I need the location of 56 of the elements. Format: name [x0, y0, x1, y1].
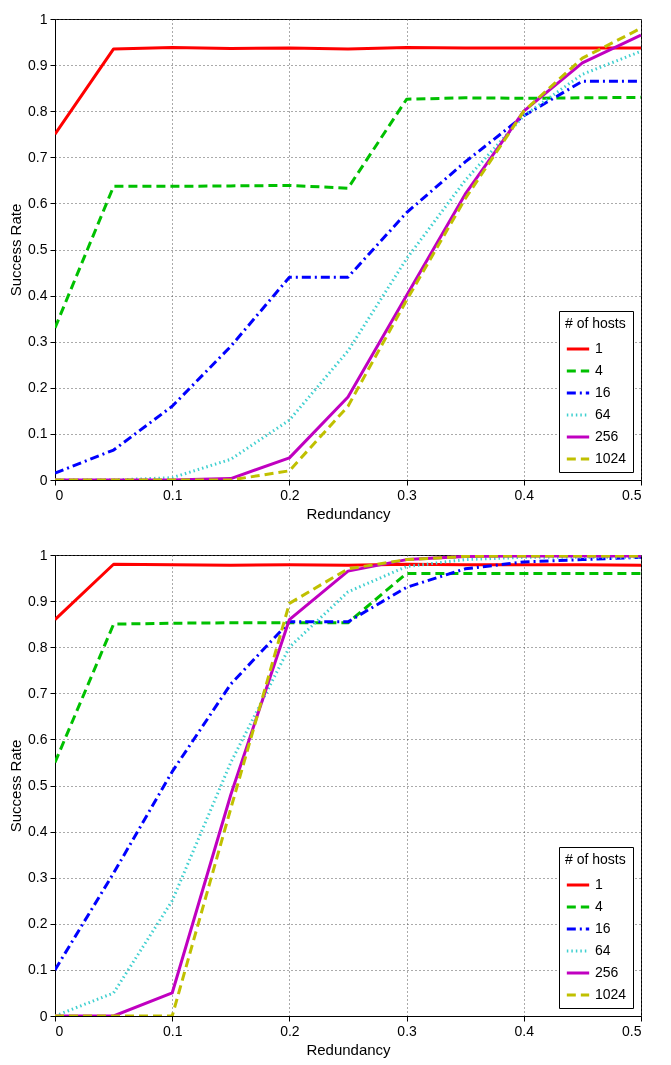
legend-label: 256: [595, 428, 619, 444]
line-series: [55, 46, 641, 136]
y-tick-label: 0.1: [28, 961, 48, 978]
y-axis-title: Success Rate: [7, 739, 25, 833]
legend-title: # of hosts: [565, 851, 626, 867]
line-series: [55, 95, 641, 330]
y-tick-label: 1: [39, 546, 48, 563]
y-tick-label: 0.2: [28, 915, 48, 932]
x-tick-label: 0: [55, 486, 64, 503]
y-tick-label: 0.6: [28, 194, 48, 211]
x-tick-label: 0.4: [514, 1022, 535, 1039]
y-axis-title: Success Rate: [7, 203, 25, 297]
y-tick-label: 0.2: [28, 379, 48, 396]
x-tick-label: 0.3: [397, 1022, 418, 1039]
legend-label: 16: [595, 384, 611, 400]
line-series: [55, 562, 641, 622]
y-tick-label: 0: [39, 471, 48, 488]
x-axis-title: Redundancy: [306, 504, 392, 522]
legend-label: 64: [595, 406, 611, 422]
y-tick-label: 0.8: [28, 102, 48, 119]
y-tick-label: 0.1: [28, 425, 48, 442]
x-tick-label: 0.1: [162, 1022, 183, 1039]
x-tick-label: 0: [55, 1022, 64, 1039]
legend-label: 4: [595, 898, 603, 914]
x-tick-label: 0.5: [622, 1022, 642, 1039]
x-tick-label: 0.2: [280, 1022, 300, 1039]
y-tick-label: 0.5: [28, 777, 48, 793]
y-tick-label: 0.6: [28, 730, 48, 747]
legend-label: 256: [595, 964, 619, 980]
x-tick-label: 0.1: [162, 486, 183, 503]
line-series: [55, 571, 641, 764]
legend-label: 1: [595, 876, 603, 892]
y-tick-label: 0: [39, 1007, 48, 1024]
legend-label: 64: [595, 942, 611, 958]
legend-label: 16: [595, 920, 611, 936]
y-tick-label: 0.4: [28, 823, 48, 840]
legend-title: # of hosts: [565, 315, 626, 331]
y-tick-label: 0.3: [28, 333, 48, 350]
y-tick-label: 0.5: [28, 241, 48, 257]
y-tick-label: 0.3: [28, 869, 48, 886]
x-tick-label: 0.3: [397, 486, 418, 503]
y-tick-label: 0.4: [28, 287, 48, 304]
y-tick-label: 0.9: [28, 592, 48, 609]
x-axis-title: Redundancy: [306, 1040, 392, 1058]
legend-label: 1024: [595, 986, 627, 1002]
y-tick-label: 0.7: [28, 148, 48, 165]
x-tick-label: 0.2: [280, 486, 300, 503]
y-tick-label: 0.8: [28, 638, 48, 655]
y-tick-label: 1: [39, 10, 48, 27]
legend-label: 1024: [595, 450, 627, 466]
x-tick-label: 0.5: [622, 486, 642, 503]
legend-label: 1: [595, 340, 603, 356]
y-tick-label: 0.9: [28, 56, 48, 73]
y-tick-label: 0.7: [28, 684, 48, 701]
x-tick-label: 0.4: [514, 486, 535, 503]
legend-label: 4: [595, 362, 603, 378]
